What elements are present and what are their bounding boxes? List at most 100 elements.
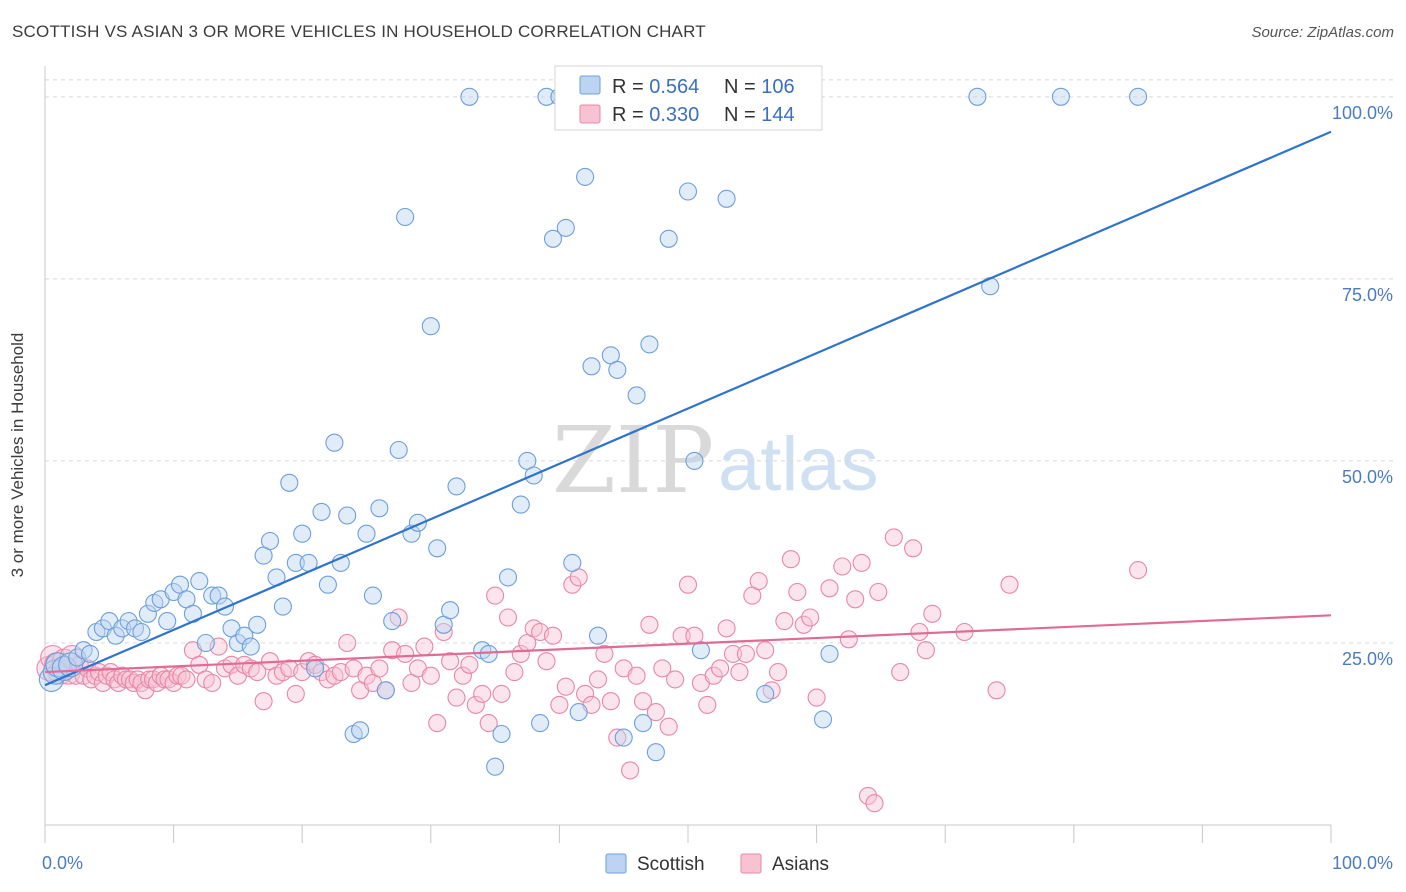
- scottish-point-33: [248, 615, 267, 634]
- scottish-point-92: [685, 451, 704, 470]
- asian-points: [36, 528, 1148, 813]
- scottish-point-32: [241, 637, 260, 656]
- legend-swatch-asian: [579, 104, 601, 124]
- bottom-legend-swatch-scottish: [605, 853, 627, 874]
- asian-point-107: [640, 615, 659, 634]
- asian-point-145: [910, 622, 929, 642]
- scottish-point-40: [293, 524, 312, 543]
- scottish-point-73: [531, 714, 550, 733]
- scottish-point-52: [370, 499, 389, 518]
- scottish-point-75: [543, 229, 563, 248]
- asian-point-82: [479, 714, 498, 733]
- asian-point-147: [923, 604, 942, 623]
- scottish-point-25: [196, 633, 215, 653]
- asian-point-142: [884, 528, 903, 547]
- asian-point-84: [492, 684, 511, 703]
- scottish-point-27: [209, 586, 228, 605]
- y-tick-label-0: 25.0%: [1342, 649, 1393, 669]
- legend-n-label-asian: N =: [724, 104, 761, 126]
- asian-point-52: [286, 684, 305, 703]
- asian-point-81: [473, 684, 492, 703]
- asian-point-124: [749, 572, 768, 591]
- scottish-point-64: [460, 87, 479, 106]
- axes: [44, 66, 1332, 843]
- asian-point-83: [486, 586, 505, 605]
- legend-row-asian: R = 0.330: [612, 104, 699, 126]
- asian-point-120: [723, 644, 743, 663]
- asian-point-141: [869, 582, 888, 602]
- asian-point-95: [563, 575, 582, 594]
- asian-point-144: [904, 539, 923, 558]
- asian-point-94: [556, 677, 575, 696]
- legend-r-label-scottish: R =: [612, 76, 649, 98]
- legend-r-value-scottish: 0.564: [649, 76, 699, 98]
- scottish-point-67: [486, 757, 505, 776]
- asian-point-80: [466, 695, 485, 714]
- scottish-point-63: [447, 477, 466, 496]
- asian-point-146: [916, 641, 935, 660]
- scottish-point-81: [582, 357, 601, 376]
- asian-point-100: [595, 644, 614, 663]
- asian-point-47: [254, 692, 273, 711]
- asian-point-113: [678, 575, 698, 594]
- asian-point-106: [633, 692, 653, 711]
- gridlines: [45, 79, 1393, 644]
- scottish-point-87: [633, 714, 653, 733]
- asian-point-118: [711, 659, 730, 678]
- scottish-point-80: [576, 167, 595, 186]
- scottish-point-88: [640, 335, 659, 354]
- scottish-point-43: [312, 502, 331, 521]
- asian-point-93: [550, 695, 569, 714]
- scottish-point-50: [357, 524, 376, 543]
- asian-point-99: [588, 670, 608, 689]
- watermark: ZIP atlas: [552, 407, 879, 514]
- asian-point-134: [820, 579, 839, 598]
- legend-swatch-scottish: [579, 75, 601, 95]
- scottish-point-7: [80, 644, 100, 663]
- asian-point-97: [576, 684, 595, 703]
- bottom-legend: Scottish Asians: [605, 853, 829, 875]
- scottish-point-11: [106, 626, 125, 645]
- asian-point-125: [756, 641, 775, 660]
- scottish-point-55: [389, 440, 408, 460]
- scottish-point-82: [588, 626, 608, 645]
- legend-n-asian: N = 144: [724, 104, 795, 126]
- asian-point-101: [601, 692, 620, 711]
- asian-point-60: [338, 633, 357, 653]
- asian-point-127: [768, 663, 788, 682]
- scottish-point-37: [273, 597, 292, 616]
- x-tick-label-0: 0.0%: [42, 853, 83, 873]
- asian-point-79: [460, 655, 479, 674]
- watermark-atlas: atlas: [718, 422, 879, 507]
- scottish-point-49: [351, 721, 370, 740]
- scottish-point-24: [190, 572, 209, 591]
- bottom-legend-label-scottish: Scottish: [637, 854, 705, 875]
- scottish-point-56: [396, 207, 415, 227]
- asian-point-73: [421, 666, 440, 685]
- asian-point-35: [177, 670, 196, 689]
- asian-point-91: [537, 652, 556, 671]
- scottish-point-85: [614, 728, 633, 747]
- legend-row-scottish: R = 0.564: [612, 76, 699, 98]
- scottish-point-90: [659, 229, 678, 248]
- scottish-point-31: [235, 626, 254, 645]
- scottish-point-47: [338, 506, 357, 525]
- asian-point-139: [858, 786, 878, 805]
- scottish-point-89: [646, 743, 665, 762]
- scottish-point-103: [1051, 87, 1070, 106]
- trendlines: [44, 130, 1332, 687]
- scottish-point-62: [441, 601, 460, 620]
- scottish-point-35: [260, 531, 280, 551]
- scottish-point-93: [691, 641, 710, 660]
- asian-point-151: [1129, 561, 1148, 580]
- asian-point-108: [646, 703, 665, 722]
- bottom-legend-swatch-asian: [740, 853, 762, 874]
- scottish-point-16: [138, 604, 157, 623]
- asian-point-104: [621, 761, 640, 780]
- asian-point-130: [788, 582, 807, 602]
- scottish-trendline: [44, 130, 1332, 687]
- legend: R = 0.564 N = 106 R = 0.330 N = 144: [554, 65, 823, 131]
- asian-point-122: [736, 644, 755, 663]
- chart-title: SCOTTISH VS ASIAN 3 OR MORE VEHICLES IN …: [12, 22, 706, 41]
